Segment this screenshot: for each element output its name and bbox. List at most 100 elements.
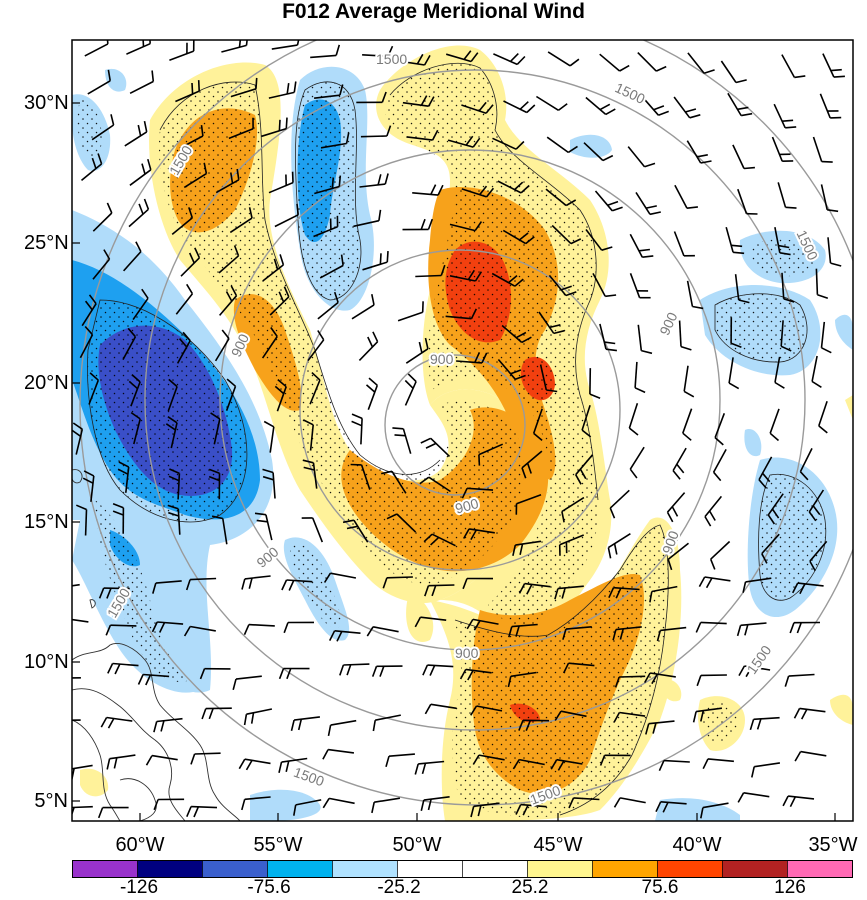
wind-barb-feather [470,806,475,818]
wind-barb-feather [619,64,630,72]
wind-barb-feather [250,712,255,724]
wind-barb-feather [293,81,297,93]
wind-barb-feather [525,236,535,245]
wind-barb-feather [339,664,345,676]
wind-barb-feather [613,797,621,808]
wind-barb-staff [799,707,826,713]
wind-barb-feather [193,806,200,818]
wind-barb-staff [72,764,93,770]
wind-barb-staff [720,60,737,83]
wind-barb-staff [420,616,447,621]
wind-barb-feather [336,631,343,642]
wind-barb-feather [605,348,618,352]
wind-barb-feather [210,412,221,420]
wind-barb-feather [160,720,165,732]
wind-barb-staff [635,191,651,215]
wind-barb-staff [87,80,111,95]
colorbar-swatch [332,860,398,878]
wind-barb-feather [296,40,300,46]
wind-barb-feather [327,724,332,737]
wind-barb-staff [672,447,687,472]
wind-barb-staff [307,339,325,362]
wind-barb-staff [521,450,543,469]
wind-barb-feather [110,114,115,126]
wind-barb-feather [634,387,646,394]
wind-barb-feather [774,381,785,389]
longitude-label-50w: 50°W [392,834,442,856]
wind-barb-feather [440,264,446,276]
longitude-label-60w: 60°W [115,834,165,856]
wind-barb-staff [781,272,785,299]
wind-barb-feather [767,514,776,525]
wind-barb-staff [362,54,389,58]
wind-barb-staff [819,93,831,119]
wind-barb-feather [738,299,750,304]
wind-barb-feather [346,525,358,530]
wind-barb-feather [418,341,423,354]
wind-barb-staff [667,542,689,561]
wind-barb-feather [510,369,522,375]
longitude-label-35w: 35°W [808,834,858,856]
wind-barb-feather [342,519,355,524]
wind-barb-feather [518,720,524,731]
wind-barb-feather [705,577,713,589]
colorbar-label: 126 [774,877,806,898]
wind-barb-staff [143,673,170,678]
wind-barb-staff [674,184,688,209]
wind-barb-feather [756,718,762,730]
wind-barb-staff [447,139,474,148]
wind-barb-staff [629,233,644,258]
wind-barb-staff [84,43,109,57]
wind-barb-staff [123,251,142,272]
wind-barb-staff [412,192,439,196]
wind-barb-feather [149,40,151,44]
wind-barb-feather [130,411,141,420]
wind-barb-feather [599,755,606,766]
wind-barb-staff [809,540,828,562]
wind-barb-feather [518,232,529,241]
wind-barb-feather [152,582,157,594]
wind-barb-feather [168,475,180,482]
wind-barb-feather [525,720,532,731]
wind-barb-staff [157,621,184,625]
wind-barb-feather [339,84,344,96]
wind-barb-staff [560,710,587,718]
wind-barb-staff [309,379,321,405]
wind-barb-staff [648,720,675,725]
latitude-label-10n: 10°N [24,651,69,673]
wind-barb-staff [497,358,516,380]
wind-barb-staff [502,229,527,245]
wind-barb-feather [72,422,83,430]
wind-barb-staff [468,528,495,534]
wind-barb-feather [340,254,344,266]
wind-barb-staff [516,494,542,505]
wind-barb-feather [736,625,742,637]
wind-barb-feather [644,162,656,168]
wind-barb-staff [276,386,287,412]
wind-barb-feather [138,203,144,215]
wind-barb-feather [782,795,789,807]
wind-barb-staff [714,413,726,438]
wind-barb-staff [744,665,771,671]
wind-barb-staff [156,717,183,723]
wind-barb-staff [478,754,505,761]
wind-barb-feather [550,759,558,770]
wind-barb-feather [51,678,55,688]
wind-barb-feather [382,577,388,589]
wind-barb-staff [169,50,194,62]
wind-barb-feather [186,283,194,295]
wind-barb-feather [385,755,390,768]
wind-barb-feather [508,626,513,638]
wind-barb-staff [360,135,387,138]
wind-barb-staff [682,408,693,434]
wind-barb-feather [514,278,524,287]
wind-barb-feather [811,380,822,388]
wind-barb-feather [737,106,749,111]
wind-barb-staff [592,273,606,297]
wind-barb-staff [461,104,487,114]
wind-barb-feather [730,342,742,348]
wind-barb-feather [465,135,474,146]
wind-barb-staff [314,94,340,99]
wind-barb-feather [728,382,740,390]
wind-barb-staff [820,321,826,348]
